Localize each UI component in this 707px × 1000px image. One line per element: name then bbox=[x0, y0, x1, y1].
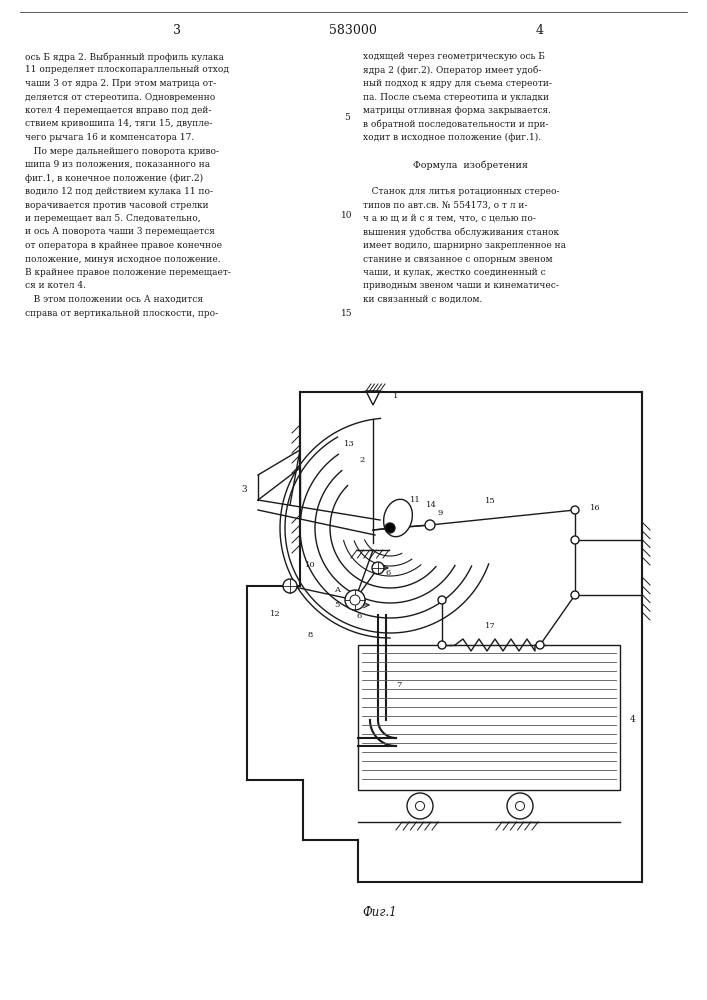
Text: 11 определяет плоскопараллельный отход: 11 определяет плоскопараллельный отход bbox=[25, 66, 229, 75]
Text: водило 12 под действием кулака 11 по-: водило 12 под действием кулака 11 по- bbox=[25, 187, 213, 196]
Circle shape bbox=[407, 793, 433, 819]
Text: 5: 5 bbox=[344, 112, 350, 121]
Circle shape bbox=[571, 591, 579, 599]
Text: ч а ю щ и й с я тем, что, с целью по-: ч а ю щ и й с я тем, что, с целью по- bbox=[363, 214, 536, 223]
Text: справа от вертикальной плоскости, про-: справа от вертикальной плоскости, про- bbox=[25, 308, 218, 318]
Text: ствием кривошипа 14, тяги 15, двупле-: ствием кривошипа 14, тяги 15, двупле- bbox=[25, 119, 212, 128]
Text: 583000: 583000 bbox=[329, 23, 377, 36]
Text: па. После съема стереотипа и укладки: па. После съема стереотипа и укладки bbox=[363, 93, 549, 102]
Text: типов по авт.св. № 554173, о т л и-: типов по авт.св. № 554173, о т л и- bbox=[363, 200, 527, 210]
Circle shape bbox=[438, 596, 446, 604]
Text: деляется от стереотипа. Одновременно: деляется от стереотипа. Одновременно bbox=[25, 93, 215, 102]
Text: станине и связанное с опорным звеном: станине и связанное с опорным звеном bbox=[363, 254, 552, 263]
Text: 5: 5 bbox=[334, 601, 340, 609]
Text: Фиг.1: Фиг.1 bbox=[363, 906, 397, 920]
Circle shape bbox=[571, 506, 579, 514]
Text: 10: 10 bbox=[305, 561, 315, 569]
Circle shape bbox=[438, 641, 446, 649]
Text: чаши, и кулак, жестко соединенный с: чаши, и кулак, жестко соединенный с bbox=[363, 268, 546, 277]
Text: от оператора в крайнее правое конечное: от оператора в крайнее правое конечное bbox=[25, 241, 222, 250]
Text: фиг.1, в конечное положение (фиг.2): фиг.1, в конечное положение (фиг.2) bbox=[25, 174, 203, 183]
Text: котел 4 перемещается вправо под дей-: котел 4 перемещается вправо под дей- bbox=[25, 106, 211, 115]
Text: чего рычага 16 и компенсатора 17.: чего рычага 16 и компенсатора 17. bbox=[25, 133, 194, 142]
Text: 15: 15 bbox=[484, 497, 496, 505]
Text: Формула  изобретения: Формула изобретения bbox=[413, 160, 528, 169]
Text: 6: 6 bbox=[357, 612, 362, 620]
Text: положение, минуя исходное положение.: положение, минуя исходное положение. bbox=[25, 254, 221, 263]
Text: 8: 8 bbox=[308, 631, 312, 639]
Text: ки связанный с водилом.: ки связанный с водилом. bbox=[363, 295, 482, 304]
Text: В крайнее правое положение перемещает-: В крайнее правое положение перемещает- bbox=[25, 268, 231, 277]
Circle shape bbox=[536, 641, 544, 649]
Text: 13: 13 bbox=[344, 440, 355, 448]
Text: По мере дальнейшего поворота криво-: По мере дальнейшего поворота криво- bbox=[25, 146, 219, 155]
Text: 17: 17 bbox=[484, 622, 496, 630]
Circle shape bbox=[507, 793, 533, 819]
Text: матрицы отливная форма закрывается.: матрицы отливная форма закрывается. bbox=[363, 106, 551, 115]
Text: 1: 1 bbox=[393, 392, 398, 400]
Circle shape bbox=[425, 520, 435, 530]
Text: ходит в исходное положение (фиг.1).: ходит в исходное положение (фиг.1). bbox=[363, 133, 541, 142]
Text: 16: 16 bbox=[590, 504, 601, 512]
Circle shape bbox=[283, 579, 297, 593]
Circle shape bbox=[345, 590, 365, 610]
Text: 11: 11 bbox=[410, 496, 421, 504]
Text: 14: 14 bbox=[426, 501, 437, 509]
Text: 3: 3 bbox=[173, 23, 181, 36]
Text: 3: 3 bbox=[241, 486, 247, 494]
Circle shape bbox=[350, 595, 360, 605]
Text: ный подход к ядру для съема стереоти-: ный подход к ядру для съема стереоти- bbox=[363, 79, 552, 88]
Text: 15: 15 bbox=[341, 308, 353, 318]
Text: в обратной последовательности и при-: в обратной последовательности и при- bbox=[363, 119, 549, 129]
Text: приводным звеном чаши и кинематичес-: приводным звеном чаши и кинематичес- bbox=[363, 282, 559, 290]
Text: ось Б ядра 2. Выбранный профиль кулака: ось Б ядра 2. Выбранный профиль кулака bbox=[25, 52, 224, 62]
Circle shape bbox=[385, 523, 395, 533]
Text: ядра 2 (фиг.2). Оператор имеет удоб-: ядра 2 (фиг.2). Оператор имеет удоб- bbox=[363, 66, 542, 75]
Circle shape bbox=[515, 801, 525, 811]
Text: Станок для литья ротационных стерео-: Станок для литья ротационных стерео- bbox=[363, 187, 559, 196]
Text: 9: 9 bbox=[438, 509, 443, 517]
Text: 10: 10 bbox=[341, 211, 353, 220]
Circle shape bbox=[571, 536, 579, 544]
Text: шипа 9 из положения, показанного на: шипа 9 из положения, показанного на bbox=[25, 160, 210, 169]
Circle shape bbox=[416, 801, 424, 811]
Text: ходящей через геометрическую ось Б: ходящей через геометрическую ось Б bbox=[363, 52, 545, 61]
Text: 4: 4 bbox=[630, 716, 636, 724]
Text: 12: 12 bbox=[269, 610, 280, 618]
Text: ворачивается против часовой стрелки: ворачивается против часовой стрелки bbox=[25, 200, 209, 210]
Text: 6: 6 bbox=[386, 569, 391, 577]
Text: 4: 4 bbox=[536, 23, 544, 36]
Text: и перемещает вал 5. Следовательно,: и перемещает вал 5. Следовательно, bbox=[25, 214, 201, 223]
Polygon shape bbox=[366, 391, 380, 405]
Text: имеет водило, шарнирно закрепленное на: имеет водило, шарнирно закрепленное на bbox=[363, 241, 566, 250]
Text: чаши 3 от ядра 2. При этом матрица от-: чаши 3 от ядра 2. При этом матрица от- bbox=[25, 79, 216, 88]
Text: вышения удобства обслуживания станок: вышения удобства обслуживания станок bbox=[363, 228, 559, 237]
Text: A: A bbox=[334, 586, 340, 594]
Text: ся и котел 4.: ся и котел 4. bbox=[25, 282, 86, 290]
Text: В этом положении ось А находится: В этом положении ось А находится bbox=[25, 295, 203, 304]
Text: и ось А поворота чаши 3 перемещается: и ось А поворота чаши 3 перемещается bbox=[25, 228, 215, 236]
Ellipse shape bbox=[384, 499, 412, 537]
Circle shape bbox=[372, 562, 384, 574]
Text: 7: 7 bbox=[396, 681, 402, 689]
Text: 2: 2 bbox=[360, 456, 365, 464]
